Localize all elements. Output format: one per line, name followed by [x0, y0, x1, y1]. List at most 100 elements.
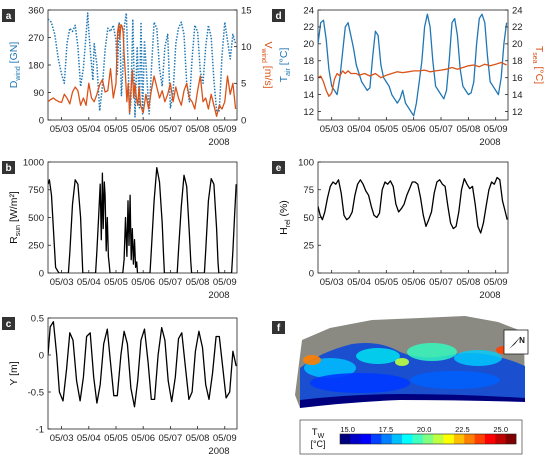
y2-tick-label: 15 [241, 5, 252, 16]
y-tick-label: 180 [28, 60, 44, 71]
panel-label: e [276, 163, 282, 174]
y-axis-label-subscript: wind [15, 66, 22, 82]
y-axis-label-main: R [8, 236, 20, 244]
colorbar-tick-label: 17.5 [379, 425, 394, 434]
panel-label: c [6, 319, 12, 330]
series-line-a-0 [48, 12, 237, 118]
y-tick-label: 18 [303, 56, 314, 67]
y2-tick-label: 18 [512, 56, 523, 67]
colorbar-label: TW [312, 427, 325, 440]
y-tick-label: 360 [28, 5, 44, 16]
y2-axis-label-unit: [°C] [533, 64, 545, 85]
x-tick-label: 05/05 [374, 277, 398, 288]
colorbar-unit: [°C] [310, 439, 325, 449]
y2-tick-label: 10 [241, 42, 252, 53]
colorbar-frame [339, 433, 517, 445]
y-axis-label-main: H [278, 227, 290, 235]
water-patch [454, 350, 502, 366]
y-tick-label: 14 [303, 90, 314, 101]
panel-label-box [272, 321, 285, 334]
x-tick-label: 05/09 [484, 277, 508, 288]
x-tick-label: 05/05 [374, 124, 398, 135]
panel-label-box [272, 9, 285, 22]
colorbar-swatch [340, 434, 351, 444]
x-tick-label: 05/08 [186, 433, 210, 444]
y2-tick-label: 0 [241, 115, 246, 126]
y-tick-label: 12 [303, 107, 314, 118]
x-tick-label: 05/06 [402, 277, 426, 288]
panel-label-box [272, 161, 285, 174]
chart-panel-c: -1 -0.5 0 0.5 05/03 05/04 05/05 05/06 05/07 05/08… [2, 313, 238, 457]
colorbar-swatch [484, 434, 496, 444]
colorbar-swatch [381, 434, 393, 444]
y-axis-label-main: T [278, 75, 290, 82]
y-tick-label: 75 [303, 185, 314, 196]
y-tick-label: -0.5 [28, 387, 44, 398]
water-patch [356, 348, 400, 364]
y2-axis-label-main: T [533, 46, 545, 53]
x-tick-label: 05/09 [213, 124, 237, 135]
y-tick-label: 20 [303, 39, 314, 50]
x-tick-label: 05/03 [320, 277, 344, 288]
y2-tick-label: 14 [512, 90, 523, 101]
colorbar-swatch [453, 434, 465, 444]
x-tick-label: 05/05 [104, 124, 128, 135]
y-tick-label: 22 [303, 22, 314, 33]
colorbar-tick-label: 25.0 [493, 425, 508, 434]
plot-frame [47, 161, 238, 274]
water-patch [310, 373, 410, 393]
colorbar-label-subscript: W [318, 433, 325, 440]
water-patch [395, 358, 409, 366]
colorbar-swatch [464, 434, 475, 444]
x-tick-label: 05/07 [158, 277, 182, 288]
y-axis-label-unit: (%) [278, 200, 290, 219]
chart-panel-b: 0 250 500 750 1000 05/03 05/04 05/05 05/06 05/07 0… [2, 157, 238, 301]
y-tick-label: 0.5 [31, 313, 44, 324]
panel-label-box [2, 9, 15, 22]
plot-frame [317, 9, 509, 121]
colorbar-swatch [391, 434, 403, 444]
year-label: 2008 [479, 290, 500, 301]
colorbar-label-main: T [312, 427, 318, 438]
colorbar-swatch [443, 434, 455, 444]
x-tick-label: 05/07 [158, 124, 182, 135]
colorbar-tick-label: 22.5 [455, 425, 470, 434]
x-tick-label: 05/08 [456, 277, 480, 288]
series-line-a-1 [48, 24, 237, 117]
x-tick-label: 05/04 [347, 277, 371, 288]
water-patch [410, 371, 500, 389]
year-label: 2008 [208, 137, 229, 148]
colorbar-swatch [474, 434, 486, 444]
colorbar-swatch [495, 434, 506, 444]
x-tick-label: 05/06 [131, 124, 155, 135]
y-axis-label-unit: [°C] [278, 48, 290, 69]
x-tick-label: 05/07 [158, 433, 182, 444]
x-tick-label: 05/09 [484, 124, 508, 135]
y-axis-label-unit: [GN] [8, 42, 20, 67]
colorbar-swatch [360, 434, 372, 444]
colorbar-swatch [433, 434, 444, 444]
water-patch [407, 343, 457, 361]
y-tick-label: 1000 [23, 157, 44, 168]
y-axis-label: Hrel (%) [278, 200, 292, 235]
x-tick-label: 05/08 [456, 124, 480, 135]
y-tick-label: 25 [303, 241, 314, 252]
panel-label: a [6, 11, 12, 22]
x-tick-label: 05/04 [77, 433, 101, 444]
y2-axis-label: Vwind [m/s] [260, 41, 274, 88]
y-axis-label: Dwind [GN] [8, 42, 22, 89]
y-tick-label: 500 [28, 213, 44, 224]
x-tick-label: 05/03 [50, 124, 74, 135]
x-tick-label: 05/03 [50, 277, 74, 288]
y-axis-label-subscript: sun [15, 225, 22, 236]
x-tick-label: 05/04 [77, 277, 101, 288]
y-tick-label: 100 [298, 157, 314, 168]
y-tick-label: 50 [303, 213, 314, 224]
x-tick-label: 05/09 [213, 433, 237, 444]
y2-tick-label: 22 [512, 22, 523, 33]
chart-panel-e: 0 25 50 75 100 05/03 05/04 05/05 05/06 05/07 05/08… [272, 157, 509, 301]
series-line-d-1 [318, 61, 507, 97]
y-axis-label: Tair [°C] [278, 48, 292, 83]
